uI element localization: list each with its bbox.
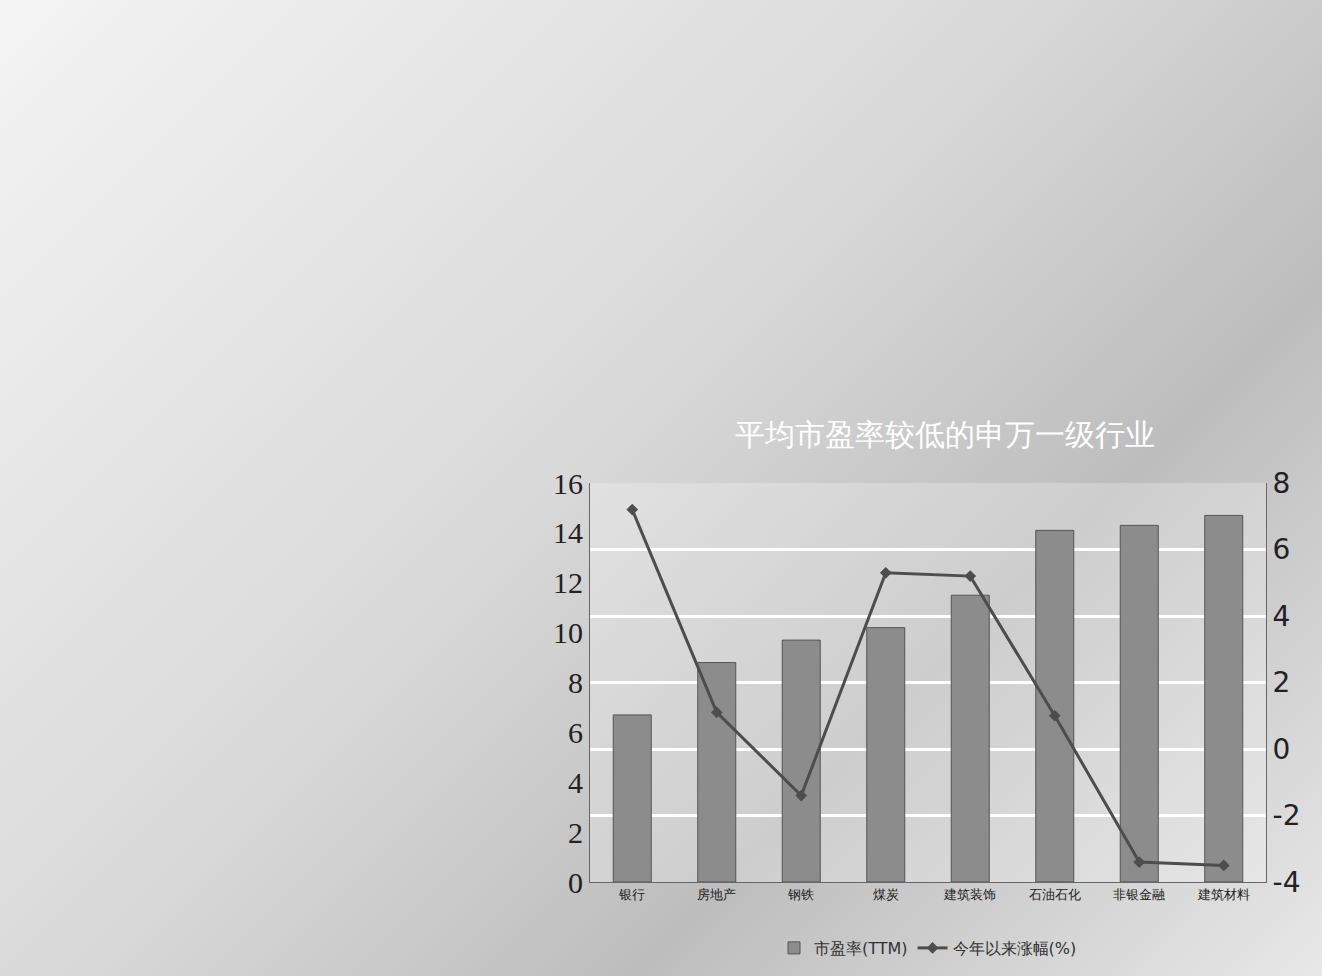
svg-text:煤炭: 煤炭 [873,887,899,902]
svg-text:银行: 银行 [618,887,645,902]
svg-text:8: 8 [568,666,583,699]
svg-text:10: 10 [553,616,583,649]
svg-text:房地产: 房地产 [697,887,736,902]
svg-text:12: 12 [553,566,583,599]
svg-text:0: 0 [1273,733,1291,766]
svg-text:建筑材料: 建筑材料 [1197,887,1250,902]
svg-text:4: 4 [568,766,583,799]
svg-text:16: 16 [553,467,583,500]
svg-text:石油石化: 石油石化 [1029,887,1081,902]
svg-text:建筑装饰: 建筑装饰 [943,887,996,902]
svg-text:非银金融: 非银金融 [1113,887,1165,902]
svg-text:钢铁: 钢铁 [787,887,814,902]
svg-text:2: 2 [568,816,583,849]
svg-text:6: 6 [568,716,583,749]
svg-text:今年以来涨幅(%): 今年以来涨幅(%) [953,939,1077,958]
svg-text:市盈率(TTM): 市盈率(TTM) [814,939,908,958]
svg-text:-4: -4 [1273,866,1301,899]
svg-text:0: 0 [568,866,583,899]
svg-text:2: 2 [1273,666,1291,699]
svg-text:8: 8 [1273,467,1291,500]
svg-text:平均市盈率较低的申万一级行业: 平均市盈率较低的申万一级行业 [735,417,1155,452]
svg-text:6: 6 [1273,533,1291,566]
svg-text:14: 14 [553,516,583,549]
svg-text:4: 4 [1273,600,1291,633]
svg-text:-2: -2 [1273,799,1301,832]
